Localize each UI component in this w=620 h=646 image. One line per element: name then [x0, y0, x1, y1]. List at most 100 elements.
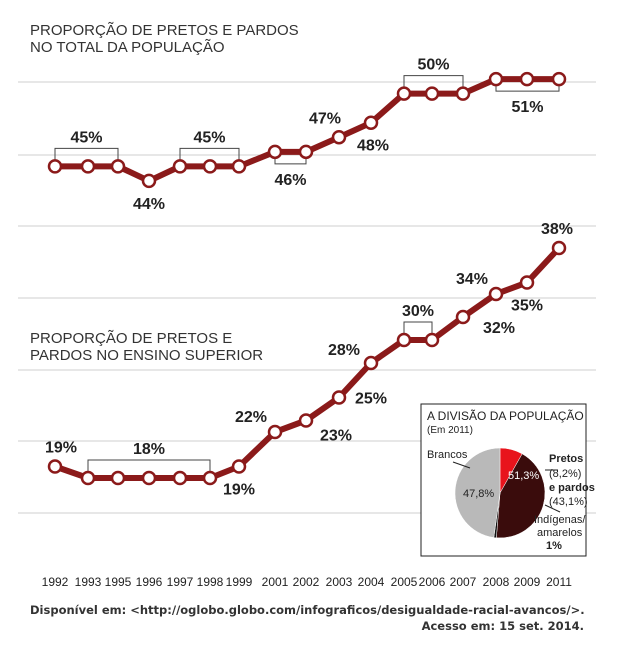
bracket — [179, 147, 240, 162]
pie-label-pretos: Pretos — [549, 453, 583, 465]
x-tick-1997: 1997 — [167, 575, 194, 589]
source-citation: Disponível em: <http://oglobo.globo.com/… — [30, 603, 585, 617]
series-line — [55, 76, 559, 184]
bracket — [403, 75, 464, 89]
pie-subtitle: (Em 2011) — [427, 425, 473, 436]
data-point-2006 — [424, 332, 440, 348]
access-date: Acesso em: 15 set. 2014. — [421, 619, 584, 633]
value-label: 18% — [133, 441, 165, 458]
pie-label-combined-value: 51,3% — [508, 470, 539, 482]
data-point-2009 — [519, 275, 535, 290]
data-point-1998 — [202, 470, 218, 486]
data-point-2008 — [488, 71, 504, 87]
bracket — [54, 147, 119, 162]
pie-label-indigenas-line-2: amarelos — [537, 527, 583, 539]
x-tick-2001: 2001 — [262, 575, 289, 589]
pie-label-indigenas-value: 1% — [546, 540, 562, 552]
data-point-1998 — [202, 159, 218, 174]
data-point-2006 — [424, 86, 440, 101]
value-label: 45% — [193, 129, 225, 146]
x-tick-2002: 2002 — [293, 575, 320, 589]
data-point-1997 — [172, 159, 188, 174]
data-point-2002 — [298, 144, 314, 160]
x-tick-2005: 2005 — [391, 575, 418, 589]
data-point-1993 — [80, 470, 96, 486]
data-point-2007 — [455, 86, 471, 101]
x-tick-2003: 2003 — [326, 575, 353, 589]
data-point-2004 — [363, 115, 379, 130]
data-point-2007 — [455, 309, 471, 325]
chart-2: PROPORÇÃO DE PRETOS E PARDOS NO ENSINO S… — [30, 221, 573, 499]
x-axis-ticks: 1992 1993 1995 1996 1997 1998 1999 2001 2002 2003… — [42, 575, 573, 589]
pie-leader-brancos — [452, 461, 471, 469]
x-tick-1998: 1998 — [197, 575, 224, 589]
x-tick-2011: 2011 — [546, 575, 572, 589]
pie-label-pretos-value: (8,2%) — [549, 468, 581, 480]
x-tick-2006: 2006 — [419, 575, 446, 589]
pie-slice-1 — [496, 453, 546, 539]
value-label: 44% — [133, 196, 165, 213]
x-tick-1993: 1993 — [75, 575, 102, 589]
x-tick-1996: 1996 — [136, 575, 163, 589]
x-tick-2004: 2004 — [358, 575, 385, 589]
pie-label-indigenas-line-1: Indígenas/ — [534, 514, 586, 526]
value-label: 47% — [309, 110, 341, 127]
data-point-2009 — [519, 71, 535, 87]
pie-title: A DIVISÃO DA POPULAÇÃO — [427, 409, 584, 423]
value-label: 19% — [223, 482, 255, 499]
value-label: 45% — [70, 129, 102, 146]
chart-1-title-line-2: NO TOTAL DA POPULAÇÃO — [30, 39, 225, 56]
pie-label-pardos: e pardos — [549, 482, 595, 494]
bracket — [495, 84, 560, 92]
value-label: 32% — [483, 320, 515, 337]
data-point-2011 — [551, 71, 567, 87]
chart-1-title-line-1: PROPORÇÃO DE PRETOS E PARDOS — [30, 22, 299, 39]
value-label: 51% — [511, 99, 543, 116]
value-label: 48% — [357, 138, 389, 155]
data-point-1995 — [110, 159, 126, 174]
x-tick-1992: 1992 — [42, 575, 69, 589]
chart-2-title-line-2: PARDOS NO ENSINO SUPERIOR — [30, 347, 263, 364]
data-point-1995 — [110, 470, 126, 486]
bracket — [87, 459, 211, 473]
data-point-1996 — [141, 173, 157, 189]
x-tick-2007: 2007 — [450, 575, 477, 589]
grid-lines — [18, 81, 596, 514]
data-point-2002 — [298, 413, 314, 428]
data-point-2011 — [551, 240, 567, 256]
data-point-2005 — [396, 332, 412, 348]
value-label: 35% — [511, 298, 543, 315]
data-point-2001 — [267, 144, 283, 160]
x-tick-2009: 2009 — [514, 575, 541, 589]
value-label: 25% — [355, 391, 387, 408]
data-point-2003 — [331, 130, 347, 145]
data-point-1992 — [47, 159, 63, 174]
x-tick-2008: 2008 — [483, 575, 510, 589]
value-label: 30% — [402, 303, 434, 320]
data-point-1996 — [141, 470, 157, 486]
value-label: 38% — [541, 221, 573, 238]
pie-slice-3 — [454, 447, 501, 538]
x-tick-1995: 1995 — [105, 575, 132, 589]
value-label: 50% — [417, 57, 449, 74]
value-label: 34% — [456, 271, 488, 288]
data-point-2003 — [331, 390, 347, 405]
value-label: 46% — [274, 172, 306, 189]
chart-2-title-line-1: PROPORÇÃO DE PRETOS E — [30, 330, 232, 347]
data-point-1997 — [172, 470, 188, 486]
pie-inset: A DIVISÃO DA POPULAÇÃO (Em 2011) Brancos… — [420, 403, 595, 557]
data-point-1992 — [47, 459, 63, 474]
pie-label-brancos: Brancos — [427, 449, 468, 461]
data-point-1993 — [80, 159, 96, 174]
value-label: 28% — [328, 342, 360, 359]
pie-leader-indigenas — [544, 504, 561, 513]
bracket — [274, 156, 307, 165]
data-point-2004 — [363, 355, 379, 371]
x-tick-1999: 1999 — [226, 575, 253, 589]
data-point-2005 — [396, 86, 412, 101]
bracket — [403, 321, 433, 335]
data-point-2001 — [267, 424, 283, 440]
data-point-1999 — [231, 459, 247, 474]
value-label: 19% — [45, 440, 77, 457]
